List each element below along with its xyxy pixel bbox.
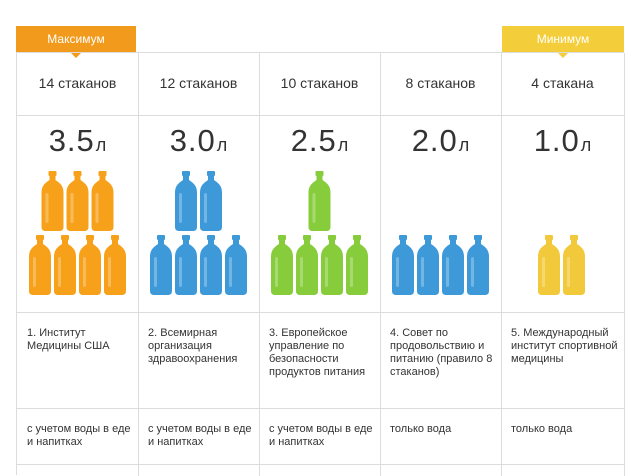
volume-unit: л (458, 135, 470, 155)
note-divider (17, 464, 625, 465)
water-bottle-icon (175, 171, 197, 231)
column-4: 8 стаканов 2.0л 4. Совет по продовольств… (380, 53, 502, 476)
volume-unit: л (580, 135, 592, 155)
water-bottle-icon (200, 171, 222, 231)
column-2: 12 стаканов 3.0л 2. Всемирная организаци… (138, 53, 260, 476)
source-text: 2. Всемирная организация здравоохранения (148, 327, 238, 365)
source-text: 1. Институт Медицины США (27, 327, 110, 352)
water-bottle-icon (225, 235, 247, 295)
bottles-divider (17, 312, 625, 313)
glasses-count: 4 стакана (531, 75, 594, 91)
volume: 1.0л (501, 123, 624, 159)
water-bottle-icon (321, 235, 343, 295)
volume-number: 2.0 (411, 123, 458, 158)
note-text: с учетом воды в еде и напитках (269, 423, 373, 448)
water-bottle-icon (417, 235, 439, 295)
water-bottle-icon (346, 235, 368, 295)
volume-number: 1.0 (533, 123, 580, 158)
bottles-graphic (392, 235, 489, 295)
volume-unit: л (216, 135, 228, 155)
water-bottle-icon (66, 171, 89, 231)
source-text: 4. Совет по продовольствию и питанию (пр… (390, 327, 493, 378)
glasses-count: 14 стаканов (38, 75, 117, 91)
water-bottle-icon (150, 235, 172, 295)
water-bottle-icon (563, 235, 585, 295)
water-bottle-icon (41, 171, 64, 231)
water-bottle-icon (442, 235, 464, 295)
water-bottle-icon (79, 235, 101, 295)
bottles-graphic (538, 235, 585, 295)
water-bottle-icon (104, 235, 126, 295)
bottles-graphic (150, 171, 247, 295)
water-bottle-icon (296, 235, 318, 295)
glasses-count: 10 стаканов (280, 75, 359, 91)
minimum-badge: Минимум (502, 26, 624, 58)
source-text: 5. Международный институт спортивной мед… (511, 327, 618, 365)
water-intake-table: 14 стаканов 3.5л 1. Институт Медицины СШ… (16, 52, 625, 476)
water-bottle-icon (29, 235, 51, 295)
column-5: 4 стакана 1.0л 5. Международный институт… (501, 53, 625, 476)
note-text: только вода (511, 423, 573, 435)
volume-number: 3.5 (48, 123, 95, 158)
note-text: с учетом воды в еде и напитках (148, 423, 252, 448)
volume-unit: л (337, 135, 349, 155)
source-divider (17, 408, 625, 409)
water-bottle-icon (200, 235, 222, 295)
water-bottle-icon (308, 171, 331, 231)
glasses-count: 12 стаканов (159, 75, 238, 91)
water-bottle-icon (91, 171, 114, 231)
glasses-count: 8 стаканов (405, 75, 476, 91)
bottles-graphic (29, 171, 126, 295)
volume: 3.5л (17, 123, 138, 159)
water-bottle-icon (271, 235, 293, 295)
water-bottle-icon (54, 235, 76, 295)
volume-number: 3.0 (169, 123, 216, 158)
header-divider (17, 115, 625, 116)
maximum-badge: Максимум (16, 26, 136, 58)
water-bottle-icon (467, 235, 489, 295)
water-bottle-icon (538, 235, 560, 295)
volume-unit: л (95, 135, 107, 155)
bottles-graphic (271, 171, 368, 295)
volume-number: 2.5 (290, 123, 337, 158)
note-text: только вода (390, 423, 452, 435)
volume: 3.0л (138, 123, 259, 159)
source-text: 3. Европейское управление по безопасност… (269, 327, 366, 378)
column-3: 10 стаканов 2.5л 3. Европейское управлен… (259, 53, 381, 476)
volume: 2.5л (259, 123, 380, 159)
water-bottle-icon (175, 235, 197, 295)
volume: 2.0л (380, 123, 501, 159)
column-1: 14 стаканов 3.5л 1. Институт Медицины СШ… (17, 53, 139, 476)
note-text: с учетом воды в еде и напитках (27, 423, 131, 448)
water-bottle-icon (392, 235, 414, 295)
